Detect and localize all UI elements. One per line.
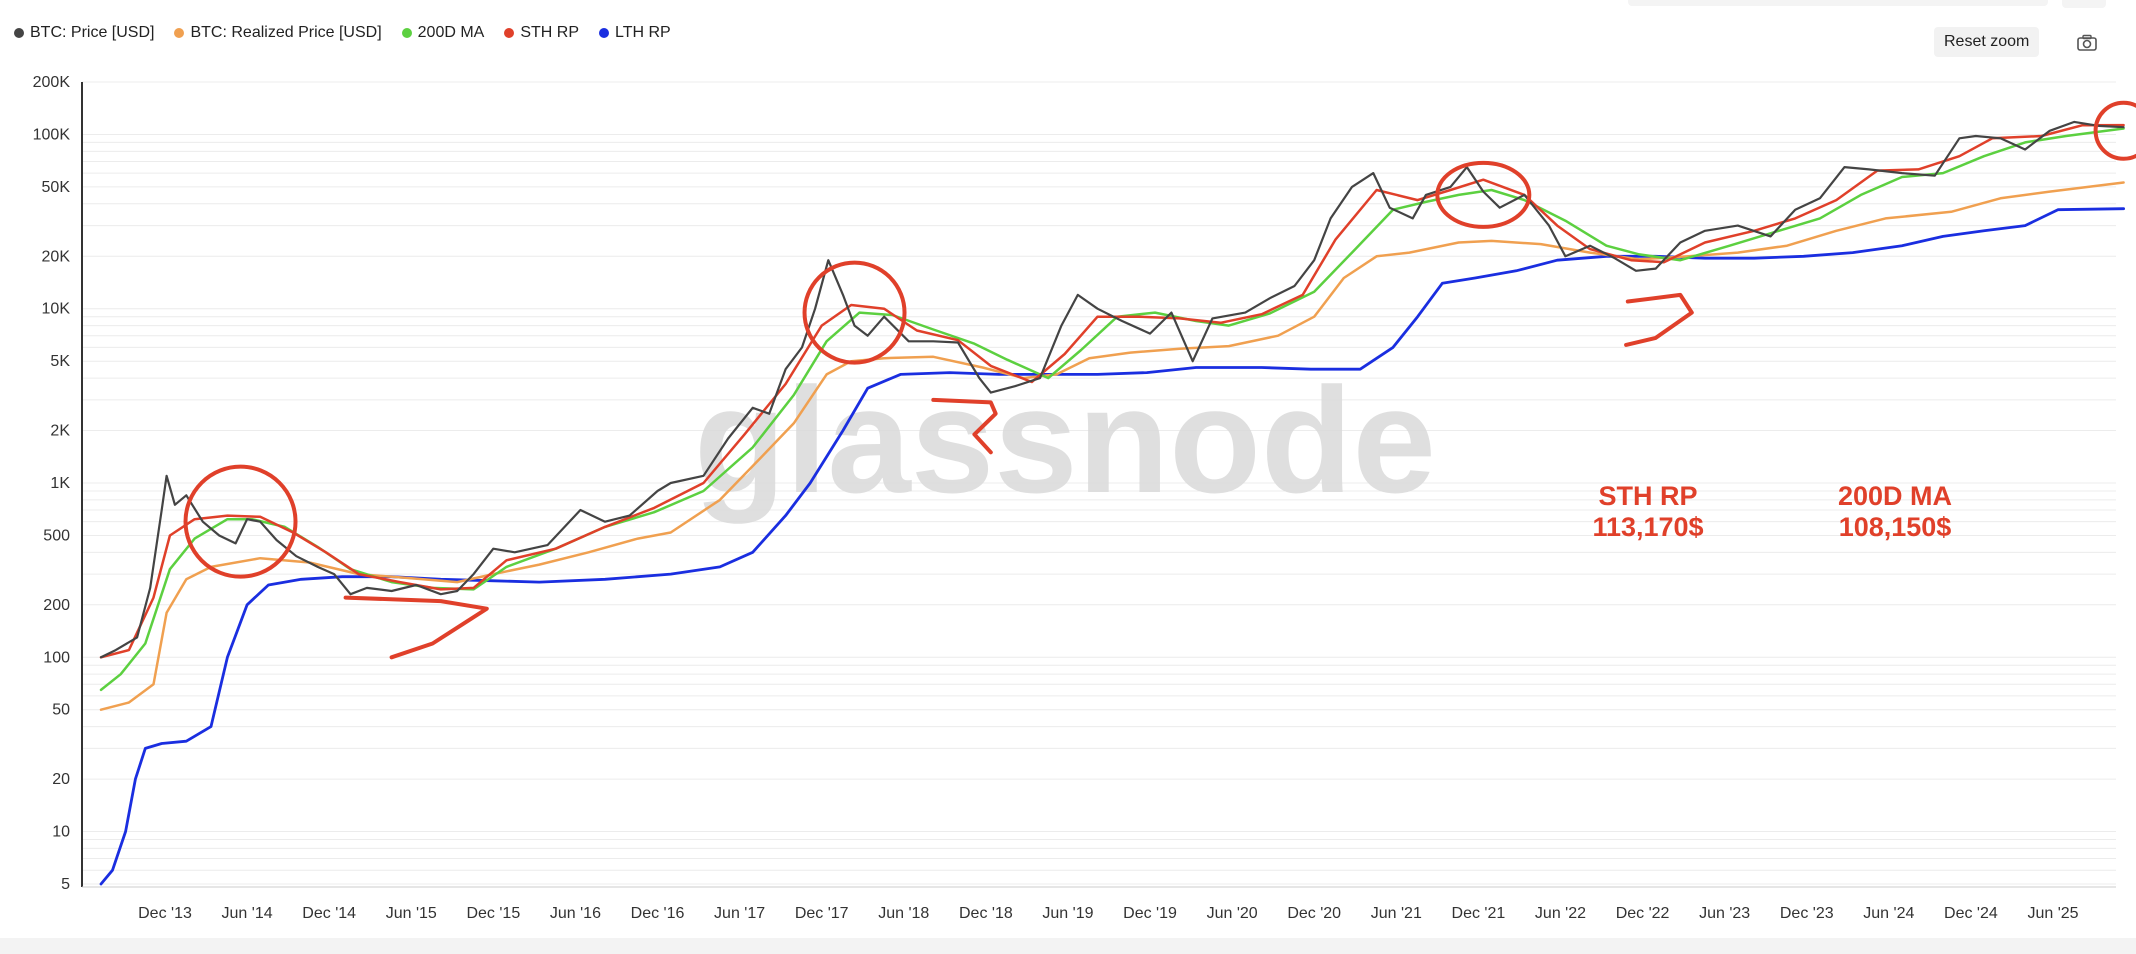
toolbar-strip — [1628, 0, 2048, 6]
x-axis: Dec '13 Jun '14 Dec '14 Jun '15 Dec '15 Jun '… — [138, 905, 2079, 922]
legend-item-sth-rp[interactable]: STH RP — [504, 24, 579, 42]
legend-item-realized-price[interactable]: BTC: Realized Price [USD] — [174, 24, 382, 42]
y-tick-label: 100 — [43, 649, 70, 666]
x-tick-label: Jun '18 — [878, 905, 929, 922]
x-tick-label: Jun '20 — [1207, 905, 1258, 922]
sth-annotation: STH RP 113,170$ — [1568, 481, 1728, 543]
x-tick-label: Dec '18 — [959, 905, 1013, 922]
legend-item-200d-ma[interactable]: 200D MA — [401, 24, 485, 42]
series-line-lth-rp — [99, 207, 2125, 886]
x-tick-label: Dec '19 — [1123, 905, 1177, 922]
y-axis: 200K 100K 50K 20K 10K 5K 2K 1K 500 200 100 50 20 10 5 — [33, 74, 71, 893]
x-tick-label: Jun '22 — [1535, 905, 1586, 922]
legend-label-realized-price: BTC: Realized Price [USD] — [190, 24, 382, 41]
x-tick-label: Dec '23 — [1780, 905, 1834, 922]
legend-item-lth-rp[interactable]: LTH RP — [599, 24, 671, 42]
y-tick-label: 20K — [42, 248, 71, 265]
x-tick-label: Dec '20 — [1287, 905, 1341, 922]
y-tick-label: 5K — [50, 353, 70, 370]
y-tick-label: 200K — [33, 74, 71, 91]
y-tick-label: 10K — [42, 301, 71, 318]
sth-annotation-value: 113,170$ — [1592, 512, 1704, 542]
annotation-squiggle — [931, 397, 998, 455]
x-tick-label: Dec '16 — [631, 905, 685, 922]
x-tick-label: Dec '24 — [1944, 905, 1998, 922]
sth-annotation-label: STH RP — [1598, 481, 1698, 511]
legend-dot-200d-ma — [401, 28, 412, 38]
legend-item-btc-price[interactable]: BTC: Price [USD] — [14, 24, 154, 42]
annotation-circle — [802, 260, 907, 365]
y-tick-label: 50 — [52, 702, 70, 719]
annotation-circle — [1435, 160, 1532, 229]
x-tick-label: Jun '25 — [2027, 905, 2078, 922]
y-tick-label: 1K — [50, 475, 70, 492]
annotation-squiggle — [343, 595, 489, 660]
x-tick-label: Jun '24 — [1863, 905, 1914, 922]
y-tick-label: 100K — [33, 126, 71, 143]
x-tick-label: Jun '15 — [386, 905, 437, 922]
y-tick-label: 10 — [52, 824, 70, 841]
chart-grid — [82, 81, 2116, 885]
x-tick-label: Jun '23 — [1699, 905, 1750, 922]
y-tick-label: 500 — [43, 527, 70, 544]
camera-icon[interactable] — [2072, 30, 2102, 56]
x-tick-label: Dec '17 — [795, 905, 849, 922]
ma-annotation-label: 200D MA — [1837, 481, 1953, 511]
series-line-btc-price-usd- — [99, 120, 2125, 659]
bottom-scrollbar-track[interactable] — [0, 938, 2136, 954]
y-tick-label: 50K — [42, 179, 71, 196]
x-tick-label: Dec '15 — [466, 905, 520, 922]
x-tick-label: Dec '22 — [1616, 905, 1670, 922]
drawn-marks — [183, 100, 2136, 660]
legend-dot-btc-price — [14, 28, 24, 38]
x-tick-label: Jun '17 — [714, 905, 765, 922]
watermark: glassnode — [694, 356, 1436, 524]
annotation-circle — [183, 464, 298, 579]
y-tick-label: 20 — [52, 771, 70, 788]
legend-label-lth-rp: LTH RP — [615, 24, 671, 41]
x-tick-label: Jun '14 — [222, 905, 273, 922]
legend-dot-sth-rp — [504, 28, 515, 38]
y-tick-label: 200 — [43, 597, 70, 614]
legend-label-200d-ma: 200D MA — [417, 24, 485, 41]
chart-series — [99, 120, 2125, 886]
chart-legend: BTC: Price [USD] BTC: Realized Price [US… — [14, 24, 671, 42]
x-tick-label: Jun '21 — [1371, 905, 1422, 922]
x-tick-label: Dec '21 — [1452, 905, 1506, 922]
reset-zoom-button[interactable]: Reset zoom — [1934, 27, 2040, 57]
x-tick-label: Jun '16 — [550, 905, 601, 922]
legend-label-sth-rp: STH RP — [520, 24, 580, 41]
x-tick-label: Dec '14 — [302, 905, 356, 922]
legend-dot-lth-rp — [599, 28, 610, 38]
camera-icon-glyph — [2077, 34, 2097, 51]
y-tick-label: 5 — [61, 876, 70, 893]
annotation-squiggle — [1624, 292, 1694, 347]
ma-annotation: 200D MA 108,150$ — [1815, 481, 1975, 543]
toolbar-tab — [2062, 0, 2106, 8]
y-tick-label: 2K — [50, 423, 70, 440]
annotation-circle — [2093, 100, 2136, 161]
legend-label-btc-price: BTC: Price [USD] — [30, 24, 155, 41]
ma-annotation-value: 108,150$ — [1838, 512, 1952, 542]
x-tick-label: Jun '19 — [1042, 905, 1093, 922]
x-tick-label: Dec '13 — [138, 905, 192, 922]
legend-dot-realized-price — [174, 28, 185, 38]
